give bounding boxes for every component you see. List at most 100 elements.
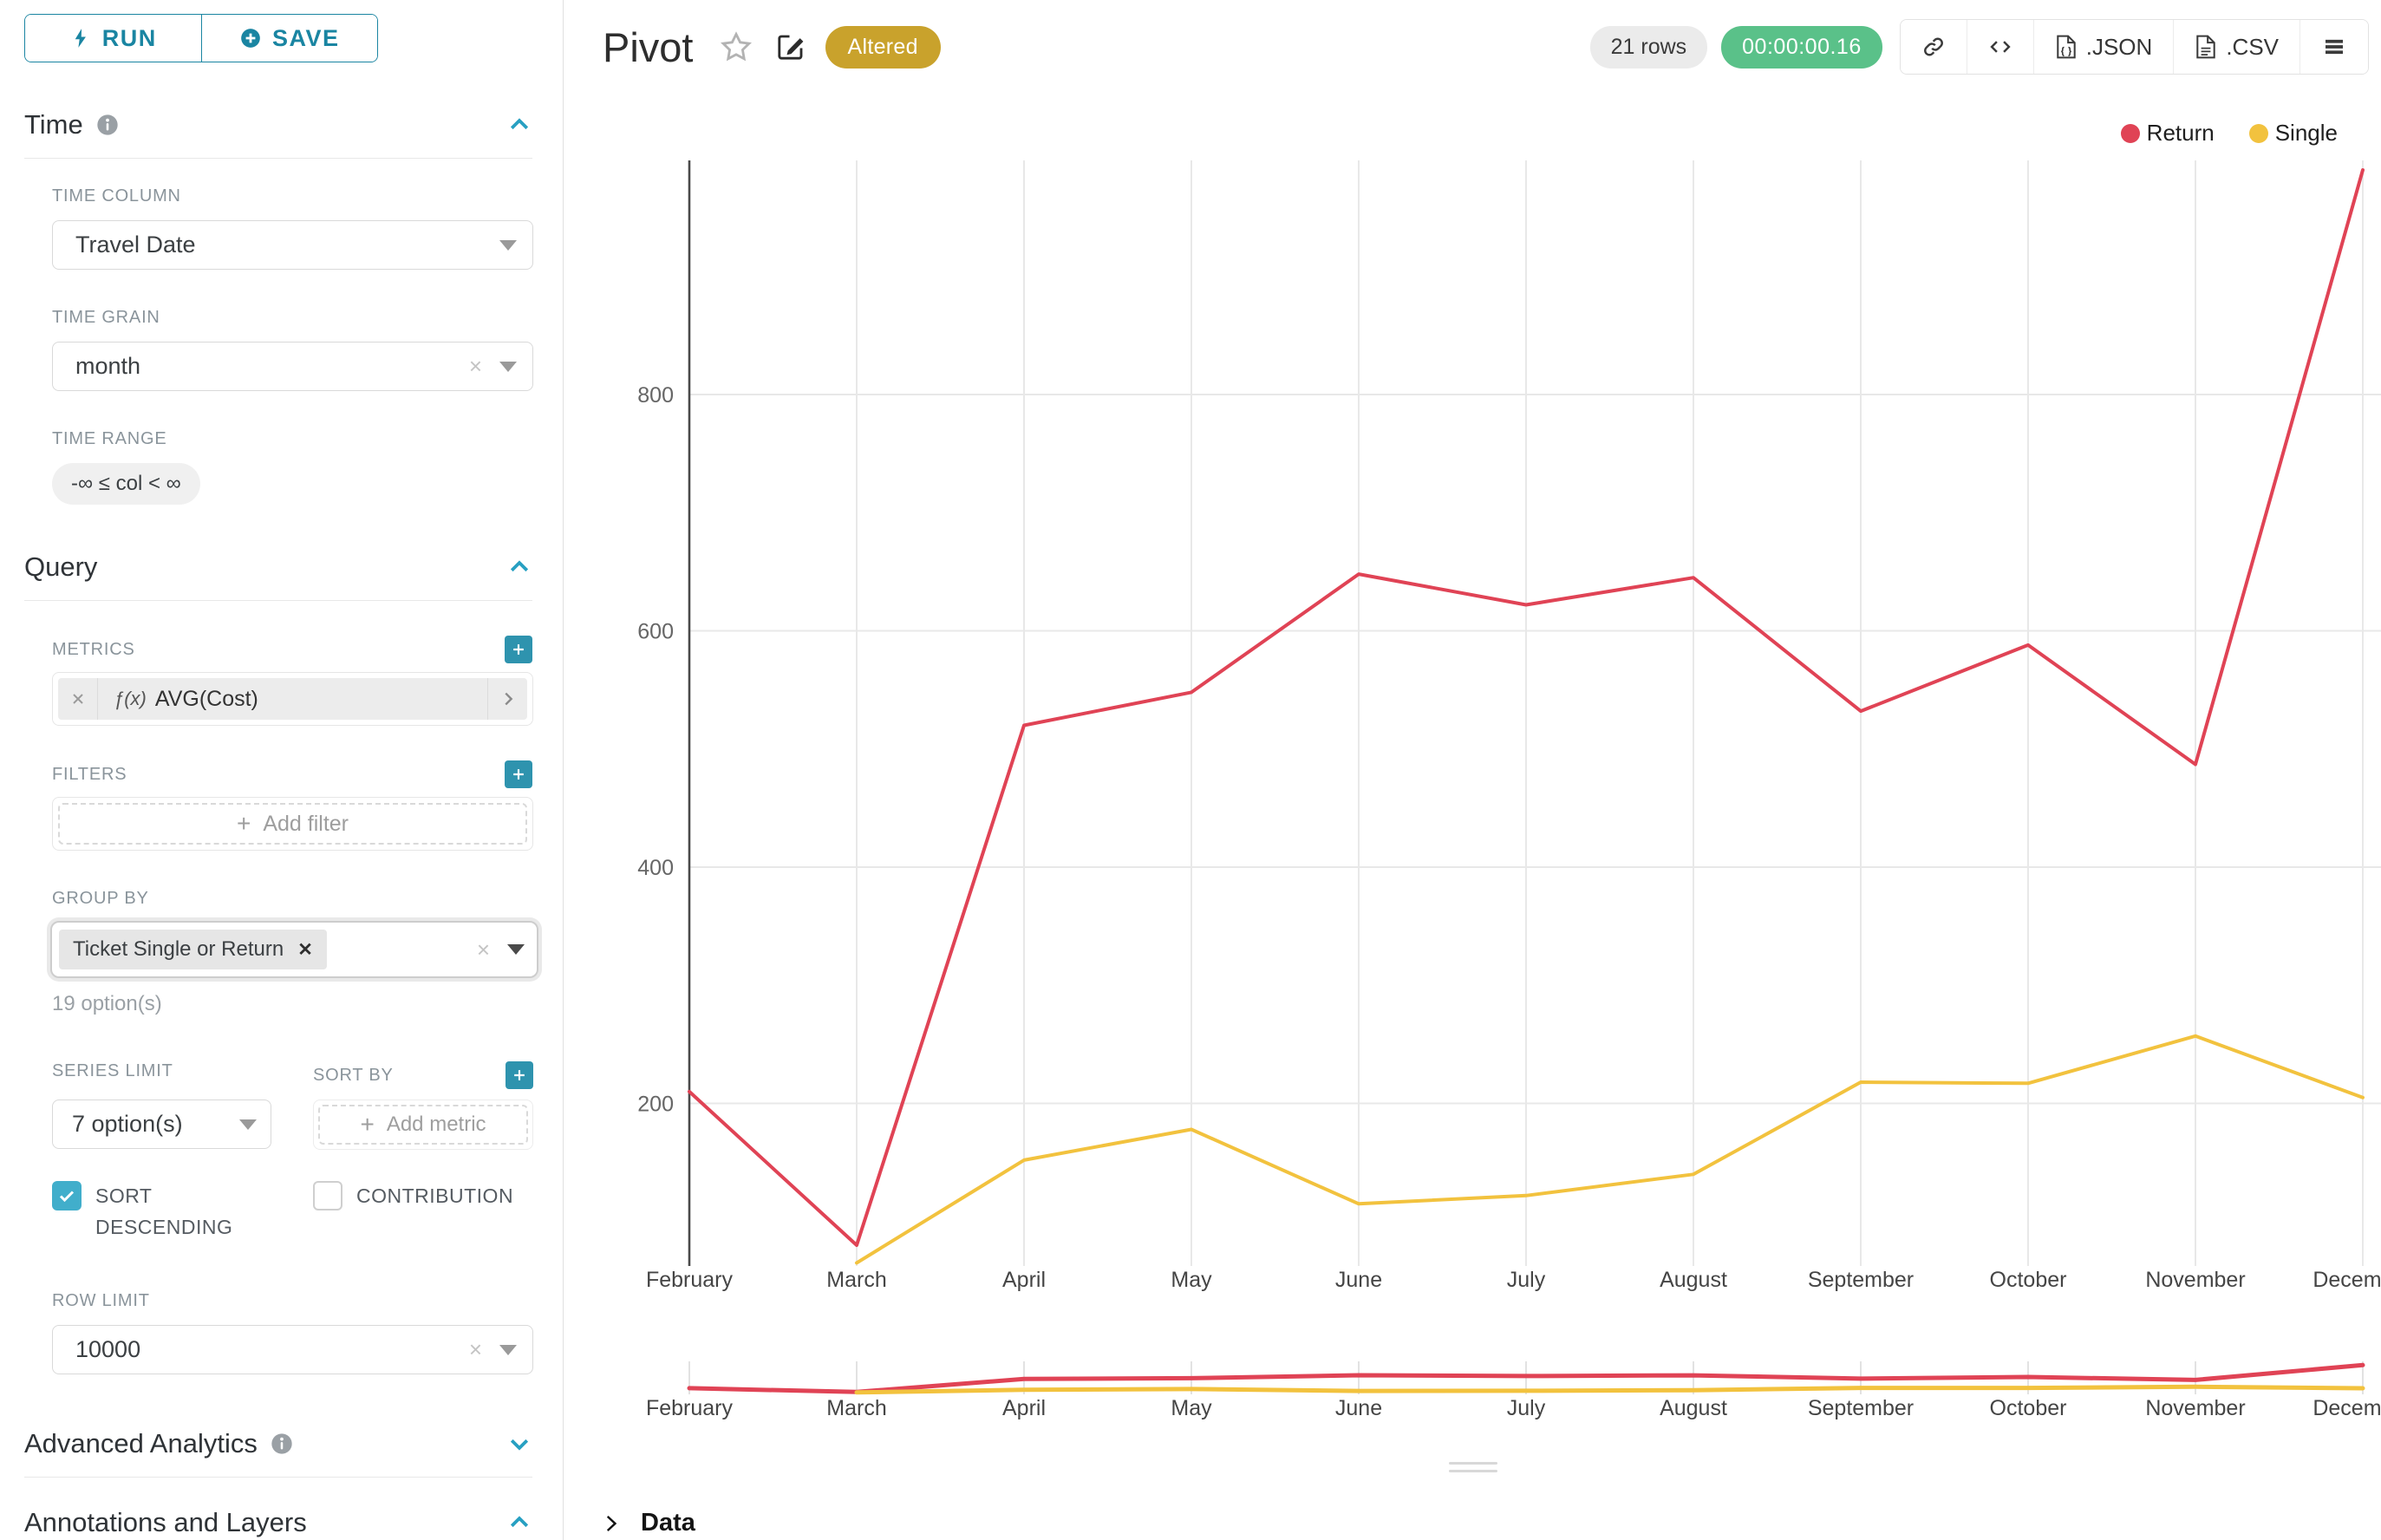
section-divider — [24, 158, 532, 159]
svg-text:September: September — [1808, 1396, 1914, 1420]
plus-icon: + — [236, 810, 251, 837]
time-range-pill[interactable]: -∞ ≤ col < ∞ — [52, 463, 200, 505]
export-json-button[interactable]: .JSON — [2032, 20, 2174, 74]
run-button[interactable]: RUN — [25, 15, 201, 62]
chart-svg[interactable]: 200 400 600 800 February February March March Ap… — [564, 0, 2381, 1540]
series-limit-label: SERIES LIMIT — [52, 1061, 173, 1080]
filters-control: + Add filter — [52, 797, 533, 851]
chart-title: Pivot — [603, 23, 694, 70]
hamburger-menu-icon — [2321, 34, 2347, 60]
add-sort-metric-dropzone[interactable]: + Add metric — [318, 1105, 528, 1145]
advanced-analytics-header[interactable]: Advanced Analytics — [24, 1428, 532, 1459]
svg-text:February: February — [646, 1396, 734, 1420]
save-button[interactable]: SAVE — [200, 15, 377, 62]
query-section-header[interactable]: Query — [24, 551, 532, 583]
sort-by-label: SORT BY — [313, 1065, 394, 1085]
query-timer-badge: 00:00:00.16 — [1721, 25, 1882, 69]
edit-pencil-icon[interactable] — [775, 31, 806, 62]
options-hint: 19 option(s) — [52, 992, 162, 1015]
checkbox-checked-icon[interactable] — [52, 1181, 82, 1210]
caret-down-icon — [499, 1344, 517, 1355]
copy-link-button[interactable] — [1900, 20, 1967, 74]
add-metric-button[interactable] — [505, 636, 532, 663]
contribution-checkbox[interactable]: CONTRIBUTION — [313, 1181, 533, 1212]
remove-metric-icon[interactable] — [58, 678, 98, 720]
csv-file-icon — [2195, 35, 2217, 59]
add-sort-metric-button[interactable] — [506, 1061, 533, 1089]
save-button-label: SAVE — [271, 24, 340, 51]
add-filter-dropzone[interactable]: + Add filter — [58, 803, 527, 845]
legend-dot — [2248, 123, 2268, 143]
group-by-select[interactable]: Ticket Single or Return ✕ × — [50, 921, 538, 978]
chart-header: Pivot Altered 21 rows 00:00:00.16 — [603, 19, 2369, 75]
query-section-title: Query — [24, 551, 98, 582]
contribution-label: CONTRIBUTION — [356, 1184, 514, 1207]
add-filter-text: Add filter — [263, 811, 349, 836]
svg-text:May: May — [1171, 1396, 1212, 1420]
legend-item-single[interactable]: Single — [2248, 120, 2338, 147]
embed-code-button[interactable] — [1966, 20, 2033, 74]
row-limit-value: 10000 — [75, 1336, 141, 1363]
time-column-select[interactable]: Travel Date — [52, 220, 533, 270]
clear-icon[interactable]: × — [476, 936, 490, 962]
svg-text:August: August — [1660, 1396, 1727, 1420]
advanced-analytics-title: Advanced Analytics — [24, 1428, 258, 1459]
info-icon — [95, 113, 120, 137]
json-label: .JSON — [2085, 33, 2153, 60]
export-csv-button[interactable]: .CSV — [2173, 20, 2299, 74]
time-column-label: TIME COLUMN — [52, 186, 181, 206]
svg-text:July: July — [1507, 1396, 1546, 1420]
altered-badge: Altered — [825, 25, 941, 69]
series-limit-select[interactable]: 7 option(s) — [52, 1100, 271, 1149]
more-menu-button[interactable] — [2299, 20, 2368, 74]
annotations-header[interactable]: Annotations and Layers — [24, 1507, 532, 1538]
chart-panel: Pivot Altered 21 rows 00:00:00.16 — [564, 0, 2381, 1540]
svg-text:February: February — [646, 1268, 734, 1292]
run-button-label: RUN — [101, 24, 157, 51]
svg-text:March: March — [826, 1268, 886, 1292]
svg-text:September: September — [1808, 1268, 1914, 1292]
panel-resize-grip[interactable] — [1448, 1462, 1497, 1472]
svg-text:November: November — [2145, 1268, 2245, 1292]
svg-text:March: March — [826, 1396, 886, 1420]
row-limit-label: ROW LIMIT — [52, 1291, 150, 1311]
data-panel-label: Data — [641, 1509, 695, 1537]
group-by-tag[interactable]: Ticket Single or Return ✕ — [59, 930, 327, 969]
time-grain-select[interactable]: month × — [52, 342, 533, 391]
svg-text:June: June — [1335, 1268, 1382, 1292]
time-column-value: Travel Date — [75, 232, 196, 258]
svg-text:April: April — [1002, 1268, 1046, 1292]
row-limit-select[interactable]: 10000 × — [52, 1325, 533, 1375]
sort-descending-label: SORT DESCENDING — [95, 1184, 233, 1238]
control-panel: RUN SAVE Time TIME COLUMN Trav — [0, 0, 564, 1540]
sort-by-control: + Add metric — [313, 1100, 533, 1150]
chevron-right-icon[interactable] — [487, 678, 527, 720]
chart-legend: Return Single — [2120, 120, 2338, 147]
legend-item-return[interactable]: Return — [2120, 120, 2215, 147]
annotations-title: Annotations and Layers — [24, 1507, 307, 1538]
legend-label: Return — [2146, 120, 2215, 146]
add-filter-button[interactable] — [505, 760, 532, 788]
svg-text:May: May — [1171, 1268, 1212, 1292]
caret-down-icon — [499, 239, 517, 251]
clear-icon[interactable]: × — [468, 353, 482, 379]
metric-pill[interactable]: ƒ(x) AVG(Cost) — [58, 678, 527, 720]
legend-label: Single — [2274, 120, 2338, 146]
data-panel-toggle[interactable]: Data — [599, 1509, 695, 1537]
group-by-tag-label: Ticket Single or Return — [73, 937, 284, 961]
time-section-header[interactable]: Time — [24, 109, 532, 140]
plus-icon: + — [360, 1111, 375, 1138]
remove-tag-icon[interactable]: ✕ — [297, 939, 313, 960]
svg-text:400: 400 — [637, 856, 674, 880]
svg-text:April: April — [1002, 1396, 1046, 1420]
info-icon — [270, 1432, 294, 1456]
csv-label: .CSV — [2226, 33, 2279, 60]
svg-text:October: October — [1990, 1268, 2067, 1292]
series-limit-value: 7 option(s) — [72, 1111, 183, 1137]
favorite-star-icon[interactable] — [720, 30, 753, 63]
checkbox-unchecked-icon[interactable] — [313, 1181, 342, 1210]
plus-circle-icon — [239, 27, 262, 49]
clear-icon[interactable]: × — [468, 1336, 482, 1363]
sort-descending-checkbox[interactable]: SORT DESCENDING — [52, 1181, 313, 1243]
time-range-label: TIME RANGE — [52, 429, 167, 448]
